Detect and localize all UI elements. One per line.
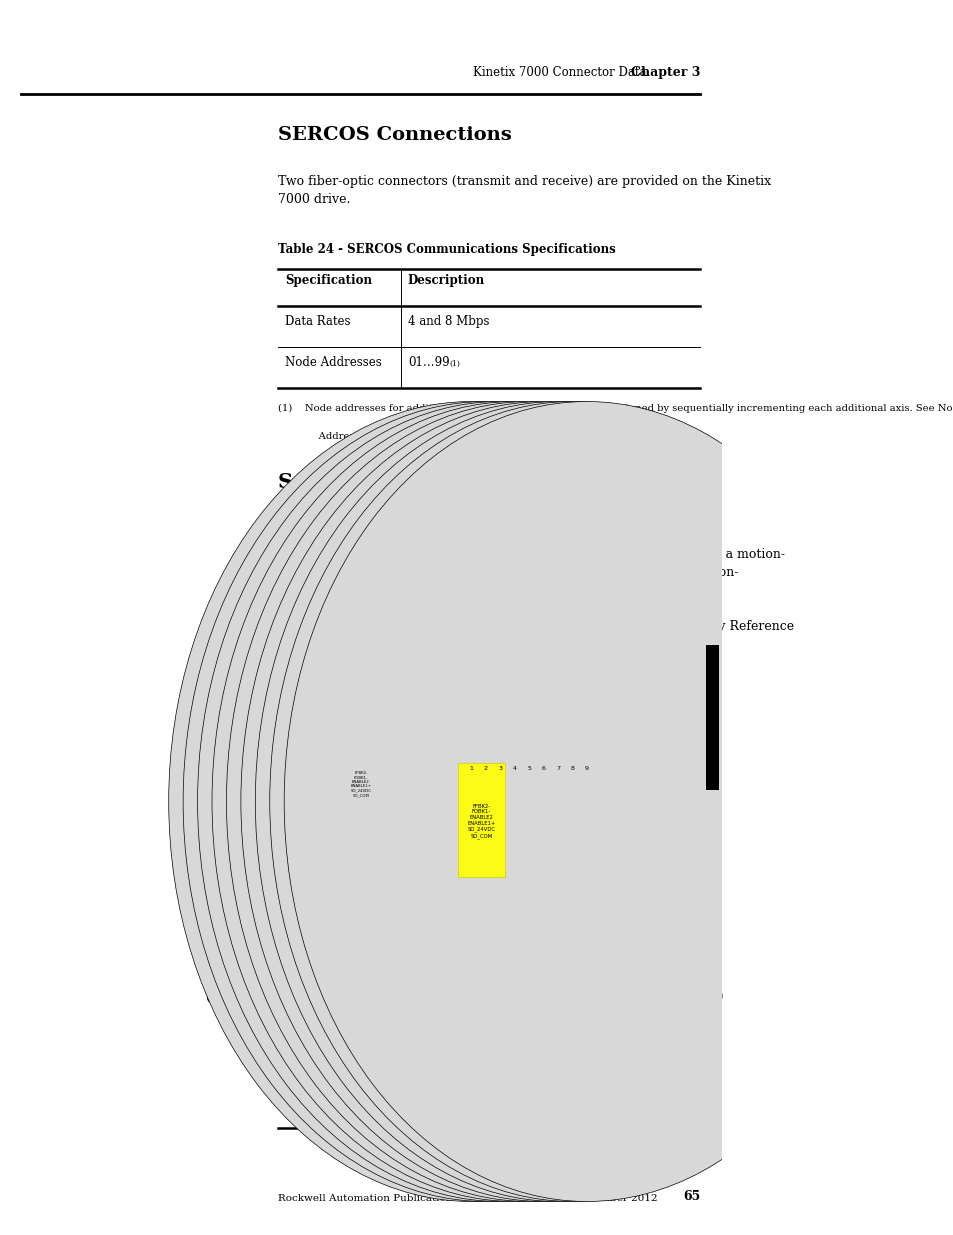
Text: GMC-RM002: GMC-RM002: [368, 637, 451, 651]
Text: Node Addresses: Node Addresses: [285, 356, 381, 369]
Text: Data Rates: Data Rates: [285, 315, 351, 329]
Text: Value: Value: [407, 1055, 443, 1068]
Text: 7: 7: [556, 766, 559, 771]
FancyBboxPatch shape: [457, 763, 505, 877]
Text: Chapter 3: Chapter 3: [630, 65, 700, 79]
Text: 1: 1: [469, 766, 473, 771]
Text: Kinetix 7000 Connector Data: Kinetix 7000 Connector Data: [472, 65, 645, 79]
Text: 24V DC, 3 A max, range 18…30 V DC: 24V DC, 3 A max, range 18…30 V DC: [407, 1097, 630, 1110]
Circle shape: [240, 401, 845, 1202]
Text: Specification: Specification: [285, 274, 372, 288]
Text: Figure 41 - Safe-Off, Motion-allowed Jumper: Figure 41 - Safe-Off, Motion-allowed Jum…: [277, 673, 572, 687]
Text: 01…99: 01…99: [407, 356, 449, 369]
Text: FFBK2-
FOBK1-
ENABLE2
ENABLE1+
SO_24VDC
SO_COM: FFBK2- FOBK1- ENABLE2 ENABLE1+ SO_24VDC …: [467, 804, 496, 839]
Text: 4: 4: [512, 766, 517, 771]
Text: Control Power Specifications: Control Power Specifications: [206, 990, 521, 1009]
Circle shape: [270, 401, 874, 1202]
Text: Table 24 - SERCOS Communications Specifications: Table 24 - SERCOS Communications Specifi…: [277, 243, 615, 257]
Text: 5: 5: [527, 766, 531, 771]
Text: Addressing Examples on page: Addressing Examples on page: [277, 432, 474, 441]
Circle shape: [226, 401, 831, 1202]
Text: 2: 2: [483, 766, 487, 771]
Text: The following table provides specifications for the Control Power (CP)
connector: The following table provides specificati…: [277, 990, 722, 1021]
FancyBboxPatch shape: [457, 762, 595, 879]
Text: (1): (1): [449, 359, 460, 367]
Circle shape: [212, 401, 817, 1202]
FancyBboxPatch shape: [705, 645, 719, 790]
Text: The Kinetix 7000 drive ships with a (9-pin) wiring-plug header having a motion-
: The Kinetix 7000 drive ships with a (9-p…: [277, 548, 784, 598]
Circle shape: [255, 401, 860, 1202]
Text: Auxiliary DC input voltage: Auxiliary DC input voltage: [285, 1097, 442, 1110]
Text: For safe-off wiring information, see the Kinetix Safe-off Feature Safety Referen: For safe-off wiring information, see the…: [277, 620, 793, 651]
Text: Attribute: Attribute: [285, 1055, 345, 1068]
Text: (1)    Node addresses for additional axes on the same system are assigned by seq: (1) Node addresses for additional axes o…: [277, 404, 953, 412]
Text: Motion-allowed Jumper: Motion-allowed Jumper: [547, 552, 715, 637]
Circle shape: [169, 401, 773, 1202]
Text: Description: Description: [407, 274, 484, 288]
Text: 6: 6: [541, 766, 545, 771]
Circle shape: [183, 401, 787, 1202]
Text: 4 and 8 Mbps: 4 and 8 Mbps: [407, 315, 489, 329]
Text: .: .: [435, 637, 438, 651]
Text: Safe-off
(SO) Connector: Safe-off (SO) Connector: [251, 887, 334, 921]
FancyBboxPatch shape: [339, 734, 390, 830]
Text: FFBK2-
FOBK1-
ENABLE2
ENABLE1+
SO_24VDC
SO_COM: FFBK2- FOBK1- ENABLE2 ENABLE1+ SO_24VDC …: [350, 772, 371, 797]
Text: 108: 108: [388, 432, 407, 441]
Text: 9: 9: [584, 766, 588, 771]
Text: SERCOS Connections: SERCOS Connections: [277, 126, 511, 144]
Text: Rockwell Automation Publication 2099-UM001D-EN-P - December 2012: Rockwell Automation Publication 2099-UM0…: [277, 1194, 657, 1203]
Text: Wiring Plug Header: Wiring Plug Header: [586, 920, 706, 993]
Circle shape: [284, 401, 888, 1202]
Text: 3: 3: [497, 766, 501, 771]
Circle shape: [197, 401, 802, 1202]
Text: 65: 65: [682, 1189, 700, 1203]
Text: for more information.: for more information.: [401, 432, 515, 441]
Text: Two fiber-optic connectors (transmit and receive) are provided on the Kinetix
70: Two fiber-optic connectors (transmit and…: [277, 175, 770, 206]
FancyBboxPatch shape: [310, 735, 339, 827]
Text: 8: 8: [570, 766, 574, 771]
Text: Kinetix 7000 drives provide safety functions and system integrity.: Kinetix 7000 drives provide safety funct…: [277, 520, 694, 534]
Text: Safe-off (SO Connector): Safe-off (SO Connector): [277, 472, 558, 492]
